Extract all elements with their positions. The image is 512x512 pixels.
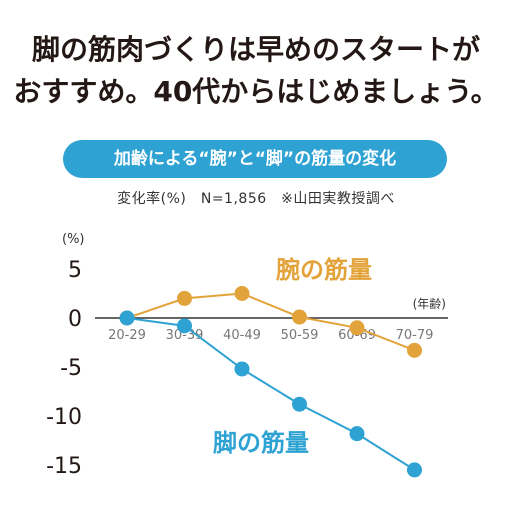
headline-line-2: おすすめ。40代からはじめましょう。	[13, 75, 499, 108]
leg-data-point	[407, 462, 422, 478]
x-tick-label: 40-49	[223, 328, 261, 343]
y-unit-label: (%)	[62, 232, 85, 247]
leg-data-point	[292, 396, 307, 412]
y-axis-ticks: 5 0 -5 -10 -15	[46, 258, 82, 479]
y-tick-label: -5	[60, 356, 82, 381]
chart-subnote: 変化率(%) N=1,856 ※山田実教授調べ	[117, 191, 395, 207]
x-tick-label: 50-59	[281, 328, 319, 343]
arm-data-point	[177, 290, 192, 306]
headline-line-1: 脚の筋肉づくりは早めのスタートが	[31, 33, 480, 66]
x-tick-label: 70-79	[396, 328, 434, 343]
x-axis-ticks: 20-29 30-39 40-49 50-59 60-69 70-79	[108, 328, 433, 343]
arm-data-point	[292, 309, 307, 325]
arm-data-point	[349, 320, 365, 336]
chart-title-pill: 加齢による“腕”と“脚”の筋量の変化	[63, 140, 447, 178]
leg-data-point	[119, 310, 135, 326]
arm-data-point	[407, 342, 422, 358]
x-tick-label: 20-29	[108, 328, 146, 343]
series-points	[119, 286, 422, 478]
arm-series-line	[126, 292, 415, 352]
leg-data-point	[349, 426, 365, 442]
leg-data-point	[177, 318, 192, 334]
x-unit-label: (年齢)	[413, 296, 446, 311]
arm-data-point	[234, 286, 250, 301]
leg-series-label: 脚の筋量	[213, 429, 309, 457]
leg-data-point	[234, 361, 250, 377]
arm-series-label: 腕の筋量	[275, 256, 372, 284]
series-lines	[126, 292, 416, 471]
y-tick-label: -10	[46, 405, 82, 430]
y-tick-label: -15	[46, 454, 82, 479]
y-tick-label: 0	[68, 307, 82, 332]
leg-series-line	[126, 317, 416, 471]
y-tick-label: 5	[68, 258, 82, 283]
